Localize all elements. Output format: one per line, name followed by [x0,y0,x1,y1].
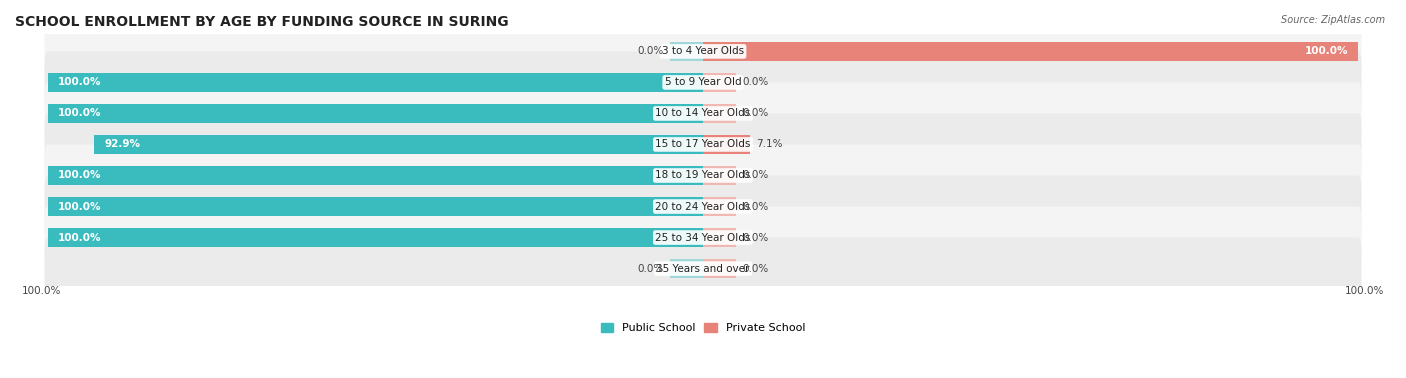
Bar [48,166,703,185]
FancyBboxPatch shape [45,144,1361,206]
Text: 35 Years and over: 35 Years and over [657,263,749,274]
Text: 0.0%: 0.0% [742,170,769,180]
Text: 100.0%: 100.0% [58,170,101,180]
Bar [703,73,735,92]
Bar [671,259,703,278]
Bar [48,104,703,123]
Text: 0.0%: 0.0% [742,201,769,212]
Text: 100.0%: 100.0% [58,77,101,87]
Legend: Public School, Private School: Public School, Private School [599,321,807,335]
Text: 100.0%: 100.0% [1305,46,1348,56]
FancyBboxPatch shape [45,113,1361,175]
Text: 0.0%: 0.0% [637,263,664,274]
Text: 15 to 17 Year Olds: 15 to 17 Year Olds [655,139,751,149]
Text: SCHOOL ENROLLMENT BY AGE BY FUNDING SOURCE IN SURING: SCHOOL ENROLLMENT BY AGE BY FUNDING SOUR… [15,15,509,29]
FancyBboxPatch shape [45,206,1361,268]
FancyBboxPatch shape [45,175,1361,237]
Text: 100.0%: 100.0% [21,286,60,296]
Text: 0.0%: 0.0% [742,77,769,87]
Text: 92.9%: 92.9% [104,139,141,149]
Text: 0.0%: 0.0% [637,46,664,56]
Text: Source: ZipAtlas.com: Source: ZipAtlas.com [1281,15,1385,25]
Text: 7.1%: 7.1% [756,139,783,149]
Bar [703,104,735,123]
Bar [48,73,703,92]
Bar [703,42,1358,61]
Bar [703,259,735,278]
Bar [703,228,735,247]
Bar [94,135,703,154]
Bar [48,228,703,247]
FancyBboxPatch shape [45,51,1361,113]
Text: 25 to 34 Year Olds: 25 to 34 Year Olds [655,232,751,243]
Text: 10 to 14 Year Olds: 10 to 14 Year Olds [655,108,751,118]
Bar [671,42,703,61]
Text: 100.0%: 100.0% [58,108,101,118]
FancyBboxPatch shape [45,20,1361,82]
Text: 100.0%: 100.0% [1346,286,1385,296]
Text: 0.0%: 0.0% [742,108,769,118]
Text: 100.0%: 100.0% [58,201,101,212]
Text: 0.0%: 0.0% [742,263,769,274]
Bar [703,135,749,154]
Text: 18 to 19 Year Olds: 18 to 19 Year Olds [655,170,751,180]
Bar [703,197,735,216]
Text: 5 to 9 Year Old: 5 to 9 Year Old [665,77,741,87]
FancyBboxPatch shape [45,82,1361,144]
Text: 20 to 24 Year Olds: 20 to 24 Year Olds [655,201,751,212]
Text: 0.0%: 0.0% [742,232,769,243]
Text: 3 to 4 Year Olds: 3 to 4 Year Olds [662,46,744,56]
Bar [703,166,735,185]
FancyBboxPatch shape [45,237,1361,300]
Bar [48,197,703,216]
Text: 100.0%: 100.0% [58,232,101,243]
